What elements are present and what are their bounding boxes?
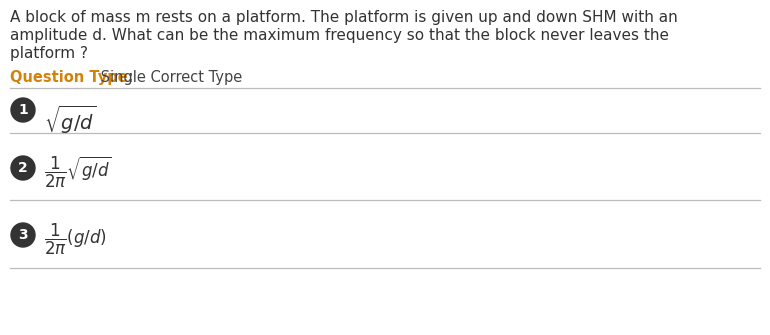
Circle shape <box>11 156 35 180</box>
Text: platform ?: platform ? <box>10 46 88 61</box>
Circle shape <box>11 223 35 247</box>
Text: A block of mass m rests on a platform. The platform is given up and down SHM wit: A block of mass m rests on a platform. T… <box>10 10 678 25</box>
Circle shape <box>11 98 35 122</box>
Text: 1: 1 <box>18 103 28 117</box>
Text: $\dfrac{1}{2\pi}\sqrt{g/d}$: $\dfrac{1}{2\pi}\sqrt{g/d}$ <box>44 155 112 190</box>
Text: Question Type:: Question Type: <box>10 70 134 85</box>
Text: amplitude d. What can be the maximum frequency so that the block never leaves th: amplitude d. What can be the maximum fre… <box>10 28 669 43</box>
Text: Single Correct Type: Single Correct Type <box>96 70 243 85</box>
Text: $\sqrt{g/d}$: $\sqrt{g/d}$ <box>44 104 96 136</box>
Text: $\dfrac{1}{2\pi}(g/d)$: $\dfrac{1}{2\pi}(g/d)$ <box>44 222 107 257</box>
Text: 3: 3 <box>18 228 28 242</box>
Text: 2: 2 <box>18 161 28 175</box>
